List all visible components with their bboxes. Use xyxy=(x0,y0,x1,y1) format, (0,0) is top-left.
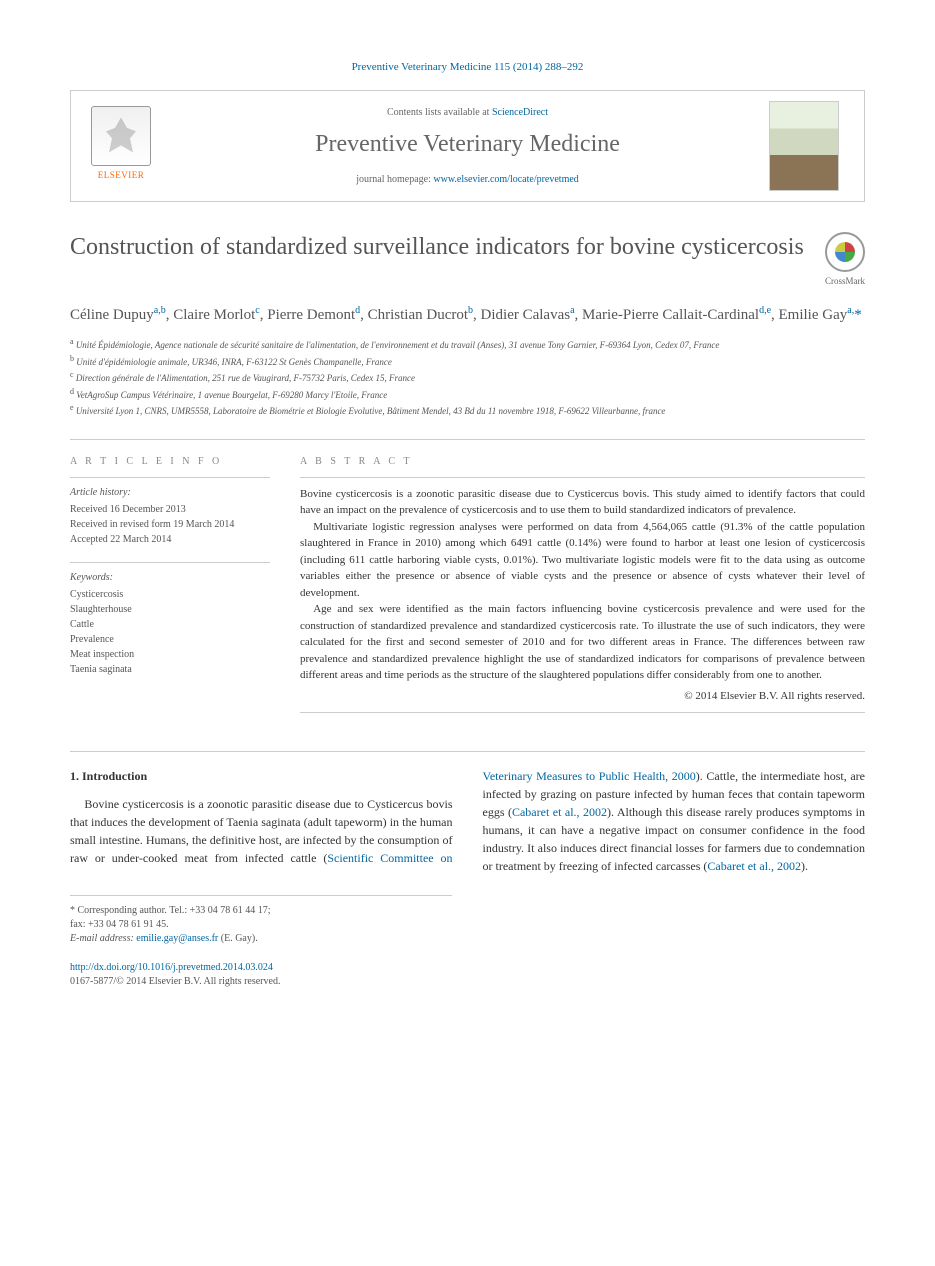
author-list: Céline Dupuya,b, Claire Morlotc, Pierre … xyxy=(70,303,865,327)
history-block: Article history: Received 16 December 20… xyxy=(70,486,270,547)
crossmark-badge[interactable]: CrossMark xyxy=(825,232,865,288)
section-heading: 1. Introduction xyxy=(70,767,453,785)
doi-block: http://dx.doi.org/10.1016/j.prevetmed.20… xyxy=(70,961,865,989)
homepage-line: journal homepage: www.elsevier.com/locat… xyxy=(166,173,769,187)
abstract-text: Bovine cysticercosis is a zoonotic paras… xyxy=(300,486,865,684)
citation-header: Preventive Veterinary Medicine 115 (2014… xyxy=(70,60,865,75)
title-row: Construction of standardized surveillanc… xyxy=(70,232,865,288)
homepage-prefix: journal homepage: xyxy=(356,174,433,185)
elsevier-tree-icon xyxy=(91,106,151,166)
corresponding-author: * Corresponding author. Tel.: +33 04 78 … xyxy=(70,904,452,918)
divider xyxy=(70,751,865,752)
crossmark-label: CrossMark xyxy=(825,275,865,288)
cover-area xyxy=(769,101,849,191)
footnote-area: * Corresponding author. Tel.: +33 04 78 … xyxy=(70,895,452,946)
history-text: Received 16 December 2013Received in rev… xyxy=(70,502,270,547)
banner-center: Contents lists available at ScienceDirec… xyxy=(166,106,769,188)
info-divider xyxy=(70,477,270,478)
keywords-block: Keywords: CysticercosisSlaughterhouseCat… xyxy=(70,571,270,677)
elsevier-text: ELSEVIER xyxy=(98,169,145,182)
history-label: Article history: xyxy=(70,486,270,500)
contents-line: Contents lists available at ScienceDirec… xyxy=(166,106,769,120)
sciencedirect-link[interactable]: ScienceDirect xyxy=(492,107,548,118)
corresponding-email[interactable]: emilie.gay@anses.fr xyxy=(136,933,218,944)
email-line: E-mail address: emilie.gay@anses.fr (E. … xyxy=(70,932,452,946)
abstract-heading: A B S T R A C T xyxy=(300,455,865,469)
doi-link[interactable]: http://dx.doi.org/10.1016/j.prevetmed.20… xyxy=(70,962,273,973)
contents-prefix: Contents lists available at xyxy=(387,107,492,118)
article-title: Construction of standardized surveillanc… xyxy=(70,232,805,263)
abstract-column: A B S T R A C T Bovine cysticercosis is … xyxy=(300,455,865,721)
journal-banner: ELSEVIER Contents lists available at Sci… xyxy=(70,90,865,202)
abstract-divider-bottom xyxy=(300,712,865,713)
article-header: Construction of standardized surveillanc… xyxy=(70,232,865,419)
homepage-link[interactable]: www.elsevier.com/locate/prevetmed xyxy=(433,174,578,185)
journal-name: Preventive Veterinary Medicine xyxy=(166,128,769,162)
email-suffix: (E. Gay). xyxy=(218,933,257,944)
fax-line: fax: +33 04 78 61 91 45. xyxy=(70,918,452,932)
keywords-text: CysticercosisSlaughterhouseCattlePrevale… xyxy=(70,587,270,677)
section-number: 1. xyxy=(70,769,79,783)
crossmark-icon xyxy=(825,232,865,272)
body-columns: 1. Introduction Bovine cysticercosis is … xyxy=(70,767,865,875)
journal-cover-thumbnail xyxy=(769,101,839,191)
publisher-logo-area: ELSEVIER xyxy=(86,106,166,186)
info-abstract-row: A R T I C L E I N F O Article history: R… xyxy=(70,455,865,721)
affiliations: a Unité Épidémiologie, Agence nationale … xyxy=(70,336,865,419)
abstract-copyright: © 2014 Elsevier B.V. All rights reserved… xyxy=(300,689,865,704)
abstract-divider xyxy=(300,477,865,478)
info-divider xyxy=(70,562,270,563)
article-info-heading: A R T I C L E I N F O xyxy=(70,455,270,469)
elsevier-logo[interactable]: ELSEVIER xyxy=(86,106,156,186)
issn-copyright: 0167-5877/© 2014 Elsevier B.V. All right… xyxy=(70,975,865,989)
section-title: Introduction xyxy=(82,769,147,783)
email-label: E-mail address: xyxy=(70,933,136,944)
article-info-column: A R T I C L E I N F O Article history: R… xyxy=(70,455,270,721)
divider xyxy=(70,439,865,440)
keywords-label: Keywords: xyxy=(70,571,270,585)
